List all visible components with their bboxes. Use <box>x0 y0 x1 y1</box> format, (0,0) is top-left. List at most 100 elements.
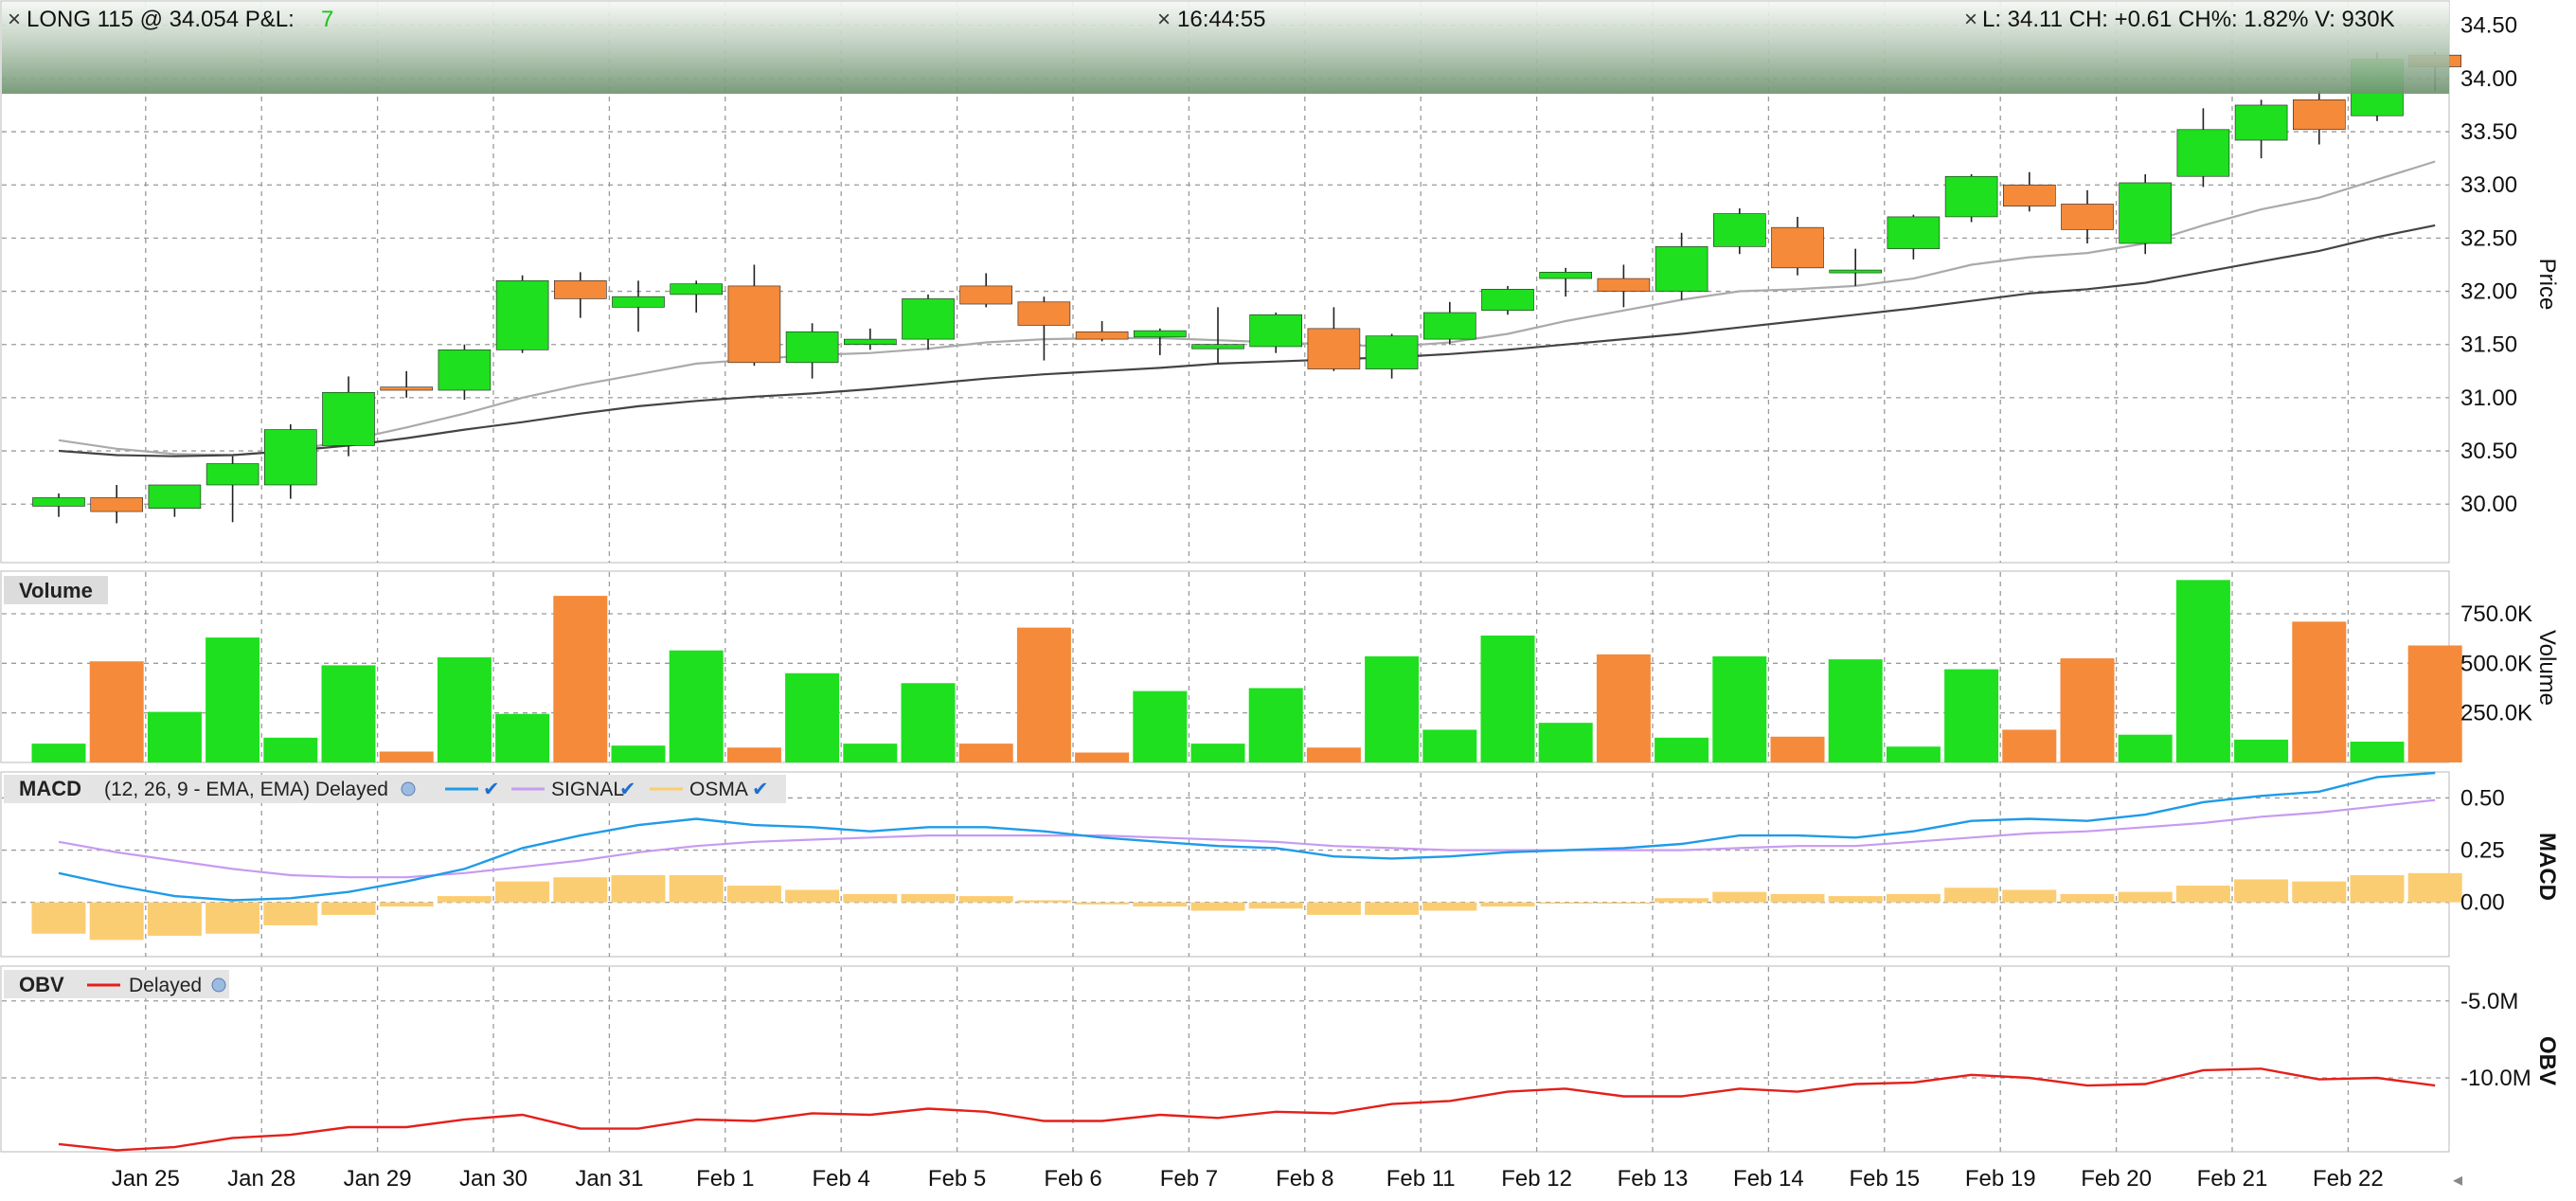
macd-plot <box>31 771 2462 941</box>
volume-tick-label: 250.0K <box>2460 701 2532 726</box>
x-tick-label: Feb 20 <box>2081 1166 2152 1192</box>
osma-bar <box>1016 900 1071 903</box>
price-tick-label: 34.50 <box>2460 13 2517 39</box>
osma-bar <box>1596 902 1651 905</box>
candle-body <box>322 391 375 446</box>
osma-bar <box>669 875 724 903</box>
volume-bar <box>147 711 202 762</box>
osma-bar <box>2234 879 2289 903</box>
volume-axis-title: Volume <box>2534 630 2560 706</box>
candle-body <box>612 296 665 308</box>
candle-body <box>1944 175 1998 218</box>
obv-panel[interactable] <box>0 965 2450 1153</box>
pnl-value: 7 <box>321 7 333 32</box>
close-icon[interactable]: × <box>1157 7 1171 32</box>
osma-bar <box>2002 889 2057 903</box>
axis-labels: Jan 25 Jan 28 Jan 29 Jan 30 Jan 31 Feb 1 Feb 4… <box>112 13 2532 1192</box>
close-icon[interactable]: × <box>1964 7 1977 32</box>
scroll-handle-icon[interactable]: ◂ <box>2453 1170 2462 1191</box>
macd-line <box>58 771 2436 902</box>
osma-legend-label: OSMA <box>689 779 748 800</box>
volume-bar <box>843 744 898 762</box>
osma-bar <box>1306 902 1361 915</box>
checkmark-icon[interactable]: ✔ <box>619 779 636 800</box>
price-axis-title: Price <box>2534 259 2560 311</box>
signal-legend-label: SIGNAL <box>551 779 624 800</box>
candle-body <box>553 280 607 299</box>
macd-legend[interactable]: MACD (12, 26, 9 - EMA, EMA) Delayed ✔ SI… <box>4 775 786 803</box>
osma-bar <box>2350 875 2405 903</box>
price-tick-label: 33.00 <box>2460 172 2517 198</box>
osma-bar <box>1655 898 1709 903</box>
candle-body <box>2293 99 2346 131</box>
price-panel[interactable] <box>0 0 2450 564</box>
settings-icon[interactable] <box>401 781 416 797</box>
checkmark-icon[interactable]: ✔ <box>483 779 500 800</box>
osma-bar <box>1770 893 1825 903</box>
candle-body <box>785 331 839 364</box>
volume-bar <box>2350 742 2405 762</box>
header-time: 16:44:55 <box>1177 7 1265 32</box>
close-icon[interactable]: × <box>8 7 21 32</box>
x-tick-label: Feb 7 <box>1160 1166 1218 1192</box>
osma-bar <box>89 902 144 941</box>
obv-axis-title: OBV <box>2534 1036 2560 1085</box>
macd-tick-label: 0.00 <box>2460 890 2505 916</box>
x-tick-label: Feb 13 <box>1618 1166 1689 1192</box>
volume-bar <box>958 744 1013 762</box>
volume-bar <box>901 683 956 762</box>
fast-moving-average-line <box>58 160 2436 457</box>
price-tick-label: 32.50 <box>2460 225 2517 251</box>
checkmark-icon[interactable]: ✔ <box>752 779 769 800</box>
candle-body <box>1249 314 1302 348</box>
volume-bar <box>1248 688 1303 762</box>
candle-body <box>1829 269 1882 274</box>
volume-tag-label: Volume <box>19 579 93 602</box>
volume-bar <box>669 650 724 762</box>
volume-bar <box>1712 655 1767 762</box>
volume-tag[interactable]: Volume <box>4 576 108 604</box>
volume-bar <box>321 665 376 762</box>
settings-icon[interactable] <box>211 977 226 993</box>
price-tick-label: 32.00 <box>2460 279 2517 305</box>
candle-body <box>1539 272 1592 279</box>
candle-body <box>2234 104 2288 141</box>
osma-bar <box>31 902 86 934</box>
osma-bar <box>1190 902 1245 911</box>
obv-tick-label: -5.0M <box>2460 989 2518 1014</box>
osma-bar <box>2407 872 2462 903</box>
volume-bar <box>2118 734 2173 762</box>
candle-body <box>2061 204 2114 230</box>
candle-body <box>670 283 724 296</box>
volume-bar <box>726 747 781 762</box>
macd-params: (12, 26, 9 - EMA, EMA) Delayed <box>104 779 388 800</box>
macd-tick-label: 0.25 <box>2460 838 2505 864</box>
volume-bar <box>2292 621 2347 762</box>
candle-body <box>438 350 492 391</box>
osma-bar <box>1422 902 1477 911</box>
x-tick-label: Jan 28 <box>227 1166 295 1192</box>
osma-bar <box>437 896 492 903</box>
volume-bar <box>1655 737 1709 762</box>
volume-bar <box>1828 659 1883 762</box>
volume-bar <box>1944 669 1999 762</box>
osma-bar <box>2118 891 2173 903</box>
quote-header <box>2 2 2449 94</box>
osma-bar <box>2292 881 2347 903</box>
obv-legend-label: Delayed <box>129 975 202 996</box>
x-tick-label: Feb 4 <box>813 1166 870 1192</box>
volume-bar <box>1016 627 1071 762</box>
candle-body <box>206 463 259 486</box>
osma-bar <box>2175 886 2230 903</box>
osma-bar <box>1886 893 1941 903</box>
candle-body <box>2119 182 2172 244</box>
osma-bar <box>263 902 318 925</box>
obv-legend[interactable]: OBV Delayed <box>4 970 229 998</box>
macd-tag-label: MACD <box>19 777 81 800</box>
obv-plot <box>58 1067 2436 1152</box>
price-tick-label: 31.50 <box>2460 332 2517 358</box>
volume-bar <box>1190 744 1245 762</box>
candle-body <box>1771 226 1824 269</box>
x-tick-label: Feb 1 <box>696 1166 754 1192</box>
position-text: LONG 115 @ 34.054 P&L: <box>27 7 295 32</box>
